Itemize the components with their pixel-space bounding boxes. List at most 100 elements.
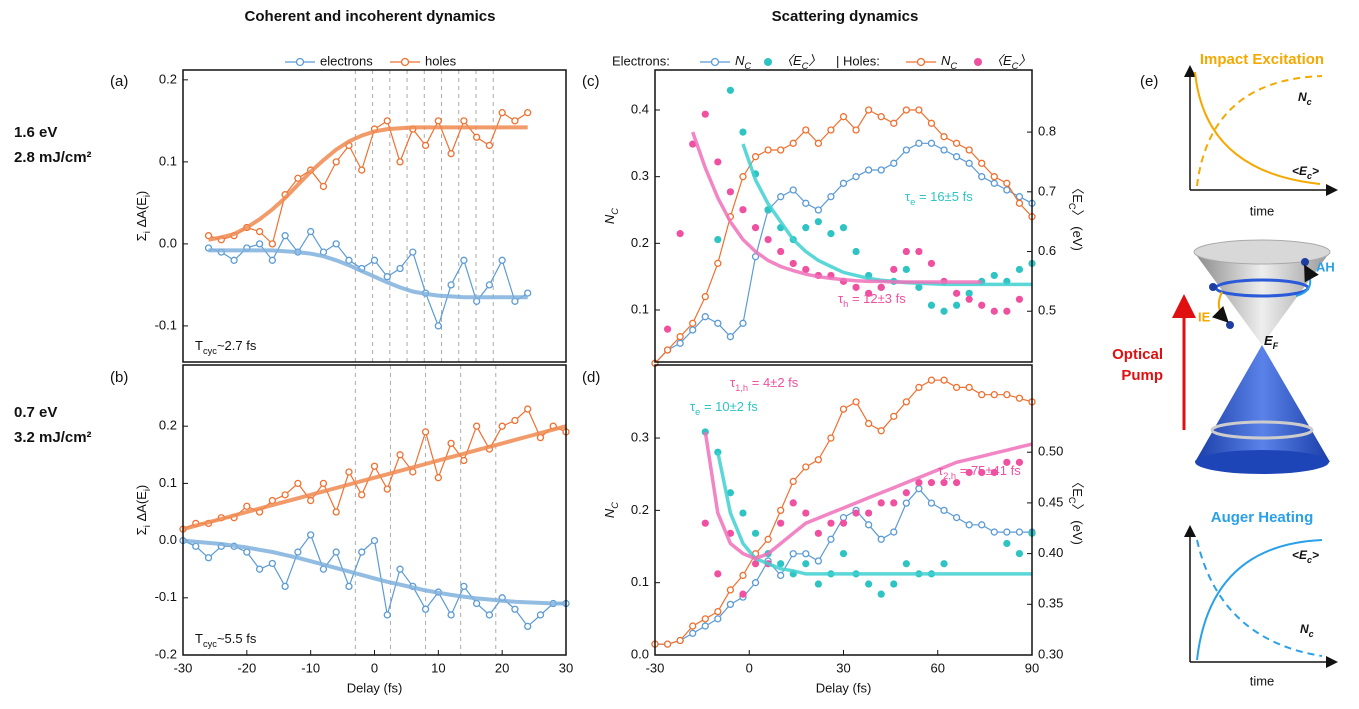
x-tick-label: -30 — [174, 660, 193, 675]
curve-label: <Ec> — [1292, 164, 1319, 181]
label-part: cyc — [203, 639, 217, 649]
carrier — [1226, 321, 1234, 329]
point — [864, 521, 873, 529]
label-part: C — [610, 502, 620, 509]
point — [268, 559, 277, 568]
legend-swatch — [295, 57, 305, 67]
point — [1015, 394, 1024, 402]
cone — [1194, 252, 1330, 345]
point — [370, 536, 379, 545]
label-part: C — [950, 61, 957, 71]
label-part: 2,h — [943, 471, 956, 481]
y-tick-label: 0.3 — [631, 168, 649, 183]
series-line — [655, 487, 1032, 645]
legend-entry: holes — [425, 53, 457, 68]
annotation: τ2,h = 75±41 fs — [938, 463, 1021, 481]
point — [877, 427, 885, 435]
point — [865, 509, 873, 517]
point — [915, 247, 923, 256]
point — [396, 565, 404, 573]
cone-top — [1193, 239, 1331, 265]
y-tick-label: 0.1 — [159, 153, 177, 168]
point — [1015, 265, 1024, 274]
schematic: (e) Impact Excitation Nc <Ec> time Optic… — [1112, 51, 1338, 688]
arrow — [1211, 291, 1229, 323]
fit-line — [183, 424, 566, 532]
pump-label: Optical — [1112, 346, 1163, 363]
label-part: 〉 — [808, 53, 821, 68]
point — [965, 295, 973, 303]
point — [1003, 186, 1011, 194]
point — [777, 193, 785, 201]
annotation: τ1,h = 4±2 fs — [730, 375, 799, 393]
x-tick-label: 30 — [559, 660, 573, 675]
label-part: C — [1012, 61, 1019, 71]
point — [902, 499, 910, 507]
label-part: Σ — [134, 233, 149, 241]
label-part: > — [1312, 164, 1319, 178]
point — [940, 376, 948, 384]
point — [864, 106, 873, 114]
point — [927, 499, 936, 507]
point — [739, 319, 747, 327]
point — [1015, 528, 1024, 536]
y-axis-label: NC — [602, 208, 620, 224]
point — [485, 281, 494, 289]
curve — [1196, 539, 1323, 657]
point — [952, 383, 961, 392]
y2-tick-label: 0.6 — [1038, 243, 1056, 258]
x-tick-label: 20 — [495, 660, 509, 675]
point — [965, 289, 973, 297]
point — [802, 126, 810, 134]
point — [839, 405, 848, 413]
y2-tick-label: 0.45 — [1038, 494, 1063, 509]
label-part: c — [1307, 171, 1312, 181]
point — [978, 159, 986, 167]
label-part: T — [195, 338, 203, 353]
point — [383, 485, 391, 493]
y-tick-label: 0.2 — [159, 418, 177, 433]
y-tick-label: 0.2 — [159, 71, 177, 86]
y2-axis-label: 〈EC〉 (eV) — [1067, 181, 1085, 251]
y2-axis-label: 〈EC〉 (eV) — [1067, 475, 1085, 545]
label-part: 〈E — [780, 53, 802, 68]
label-part: i — [142, 231, 152, 233]
label-part: τ — [730, 375, 736, 390]
cone — [1195, 345, 1330, 462]
label-part: c — [1307, 97, 1312, 107]
axis-label: time — [1250, 673, 1275, 688]
point — [990, 179, 998, 187]
point — [689, 326, 697, 334]
label-part: N — [941, 53, 951, 68]
cone-base — [1195, 450, 1329, 474]
point — [965, 468, 973, 477]
point — [714, 615, 722, 623]
point — [827, 126, 835, 134]
point — [827, 193, 835, 201]
point — [978, 301, 986, 309]
point — [952, 513, 961, 522]
point — [777, 247, 785, 256]
point — [689, 319, 697, 327]
x-tick-label: -20 — [237, 660, 256, 675]
point — [852, 283, 860, 291]
point — [511, 605, 519, 613]
point — [739, 173, 747, 181]
point — [814, 139, 823, 147]
label-part: τ — [690, 399, 696, 414]
point — [978, 468, 986, 477]
x-tick-label: 90 — [1025, 660, 1039, 675]
label-part: > — [1312, 548, 1319, 562]
point — [524, 405, 532, 413]
point — [281, 582, 289, 591]
point — [814, 218, 822, 226]
x-tick-label: 0 — [371, 660, 378, 675]
y-axis-label: Σi ΔA(Ei) — [134, 191, 152, 242]
label-part: Σ — [134, 527, 149, 535]
point — [447, 439, 455, 448]
point — [676, 636, 684, 645]
point — [268, 240, 277, 248]
point — [990, 271, 998, 280]
label-part: F — [1273, 341, 1279, 351]
point — [460, 117, 468, 125]
